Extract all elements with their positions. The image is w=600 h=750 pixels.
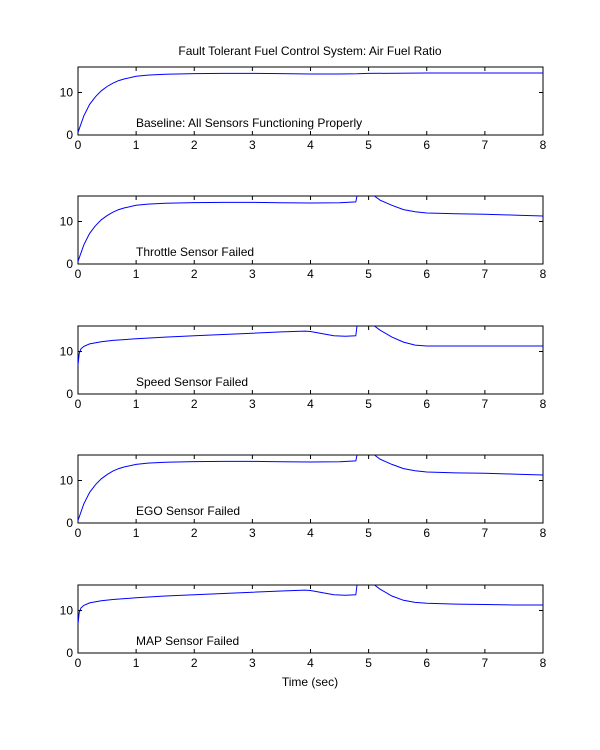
series-line-segment-2: [374, 584, 543, 606]
series-line-segment-1: [77, 325, 358, 366]
x-tick-label: 2: [191, 138, 198, 152]
x-tick-label: 3: [249, 656, 256, 670]
subplot-annotation: EGO Sensor Failed: [136, 504, 240, 518]
y-tick-label: 10: [60, 215, 74, 229]
x-tick-label: 8: [540, 267, 547, 281]
x-tick-label: 5: [365, 656, 372, 670]
y-tick-label: 0: [66, 387, 73, 401]
x-tick-label: 8: [540, 656, 547, 670]
series-line-segment-2: [374, 195, 544, 217]
x-tick-label: 5: [365, 267, 372, 281]
subplot-2: 0 1 2 3 4 5 6 7 8 0 10 Throttle Sensor Failed: [60, 195, 547, 281]
x-tick-label: 2: [191, 526, 198, 540]
x-tick-label: 6: [423, 138, 430, 152]
series-line-segment-1: [77, 454, 358, 521]
x-tick-label: 7: [482, 267, 489, 281]
x-tick-label: 8: [540, 138, 547, 152]
x-tick-label: 7: [482, 397, 489, 411]
x-tick-label: 6: [423, 397, 430, 411]
series-line-segment-1: [77, 72, 543, 133]
subplot-annotation: MAP Sensor Failed: [136, 634, 239, 648]
y-tick-label: 10: [60, 86, 74, 100]
y-tick-label: 0: [66, 257, 73, 271]
subplot-3: 0 1 2 3 4 5 6 7 8 0 10 Speed Sensor Failed: [60, 325, 547, 411]
y-tick-label: 10: [60, 345, 74, 359]
x-tick-label: 2: [191, 656, 198, 670]
x-tick-label: 2: [191, 397, 198, 411]
x-tick-label: 8: [540, 397, 547, 411]
x-tick-label: 1: [133, 397, 140, 411]
x-tick-label: 4: [307, 138, 314, 152]
x-tick-label: 3: [249, 397, 256, 411]
x-tick-label: 7: [482, 138, 489, 152]
x-axis-label: Time (sec): [282, 675, 338, 689]
subplot-annotation: Speed Sensor Failed: [136, 375, 248, 389]
x-tick-label: 0: [75, 397, 82, 411]
x-tick-label: 5: [365, 397, 372, 411]
x-tick-label: 6: [423, 267, 430, 281]
x-tick-label: 0: [75, 526, 82, 540]
x-tick-label: 5: [365, 138, 372, 152]
y-tick-label: 0: [66, 128, 73, 142]
x-tick-label: 0: [75, 656, 82, 670]
x-tick-label: 3: [249, 267, 256, 281]
series-line-segment-1: [77, 584, 358, 625]
y-tick-label: 0: [66, 516, 73, 530]
x-tick-label: 1: [133, 267, 140, 281]
x-tick-label: 3: [249, 138, 256, 152]
y-tick-label: 10: [60, 474, 74, 488]
chart-title: Fault Tolerant Fuel Control System: Air …: [178, 44, 442, 58]
subplot-5: 0 1 2 3 4 5 6 7 8 0 10 MAP Sensor Failed: [60, 584, 547, 670]
subplot-annotation: Baseline: All Sensors Functioning Proper…: [136, 116, 362, 130]
x-tick-label: 7: [482, 526, 489, 540]
x-tick-label: 5: [365, 526, 372, 540]
x-tick-label: 0: [75, 138, 82, 152]
x-tick-label: 4: [307, 397, 314, 411]
x-tick-label: 0: [75, 267, 82, 281]
x-tick-label: 7: [482, 656, 489, 670]
subplot-1: 0 1 2 3 4 5 6 7 8 0 10 Baseline: All Sensors Functi…: [60, 66, 547, 152]
x-tick-label: 4: [307, 656, 314, 670]
series-line-segment-1: [77, 195, 358, 262]
x-tick-label: 4: [307, 267, 314, 281]
x-tick-label: 1: [133, 138, 140, 152]
subplot-4: 0 1 2 3 4 5 6 7 8 0 10 EGO Sensor Failed: [60, 454, 547, 540]
x-tick-label: 8: [540, 526, 547, 540]
x-tick-label: 1: [133, 526, 140, 540]
x-tick-label: 2: [191, 267, 198, 281]
x-tick-label: 1: [133, 656, 140, 670]
y-tick-label: 10: [60, 604, 74, 618]
y-tick-label: 0: [66, 646, 73, 660]
x-tick-label: 6: [423, 656, 430, 670]
series-line-segment-2: [374, 325, 543, 347]
x-tick-label: 4: [307, 526, 314, 540]
series-line-segment-2: [374, 454, 544, 476]
x-tick-label: 3: [249, 526, 256, 540]
x-tick-label: 6: [423, 526, 430, 540]
subplot-annotation: Throttle Sensor Failed: [136, 245, 254, 259]
